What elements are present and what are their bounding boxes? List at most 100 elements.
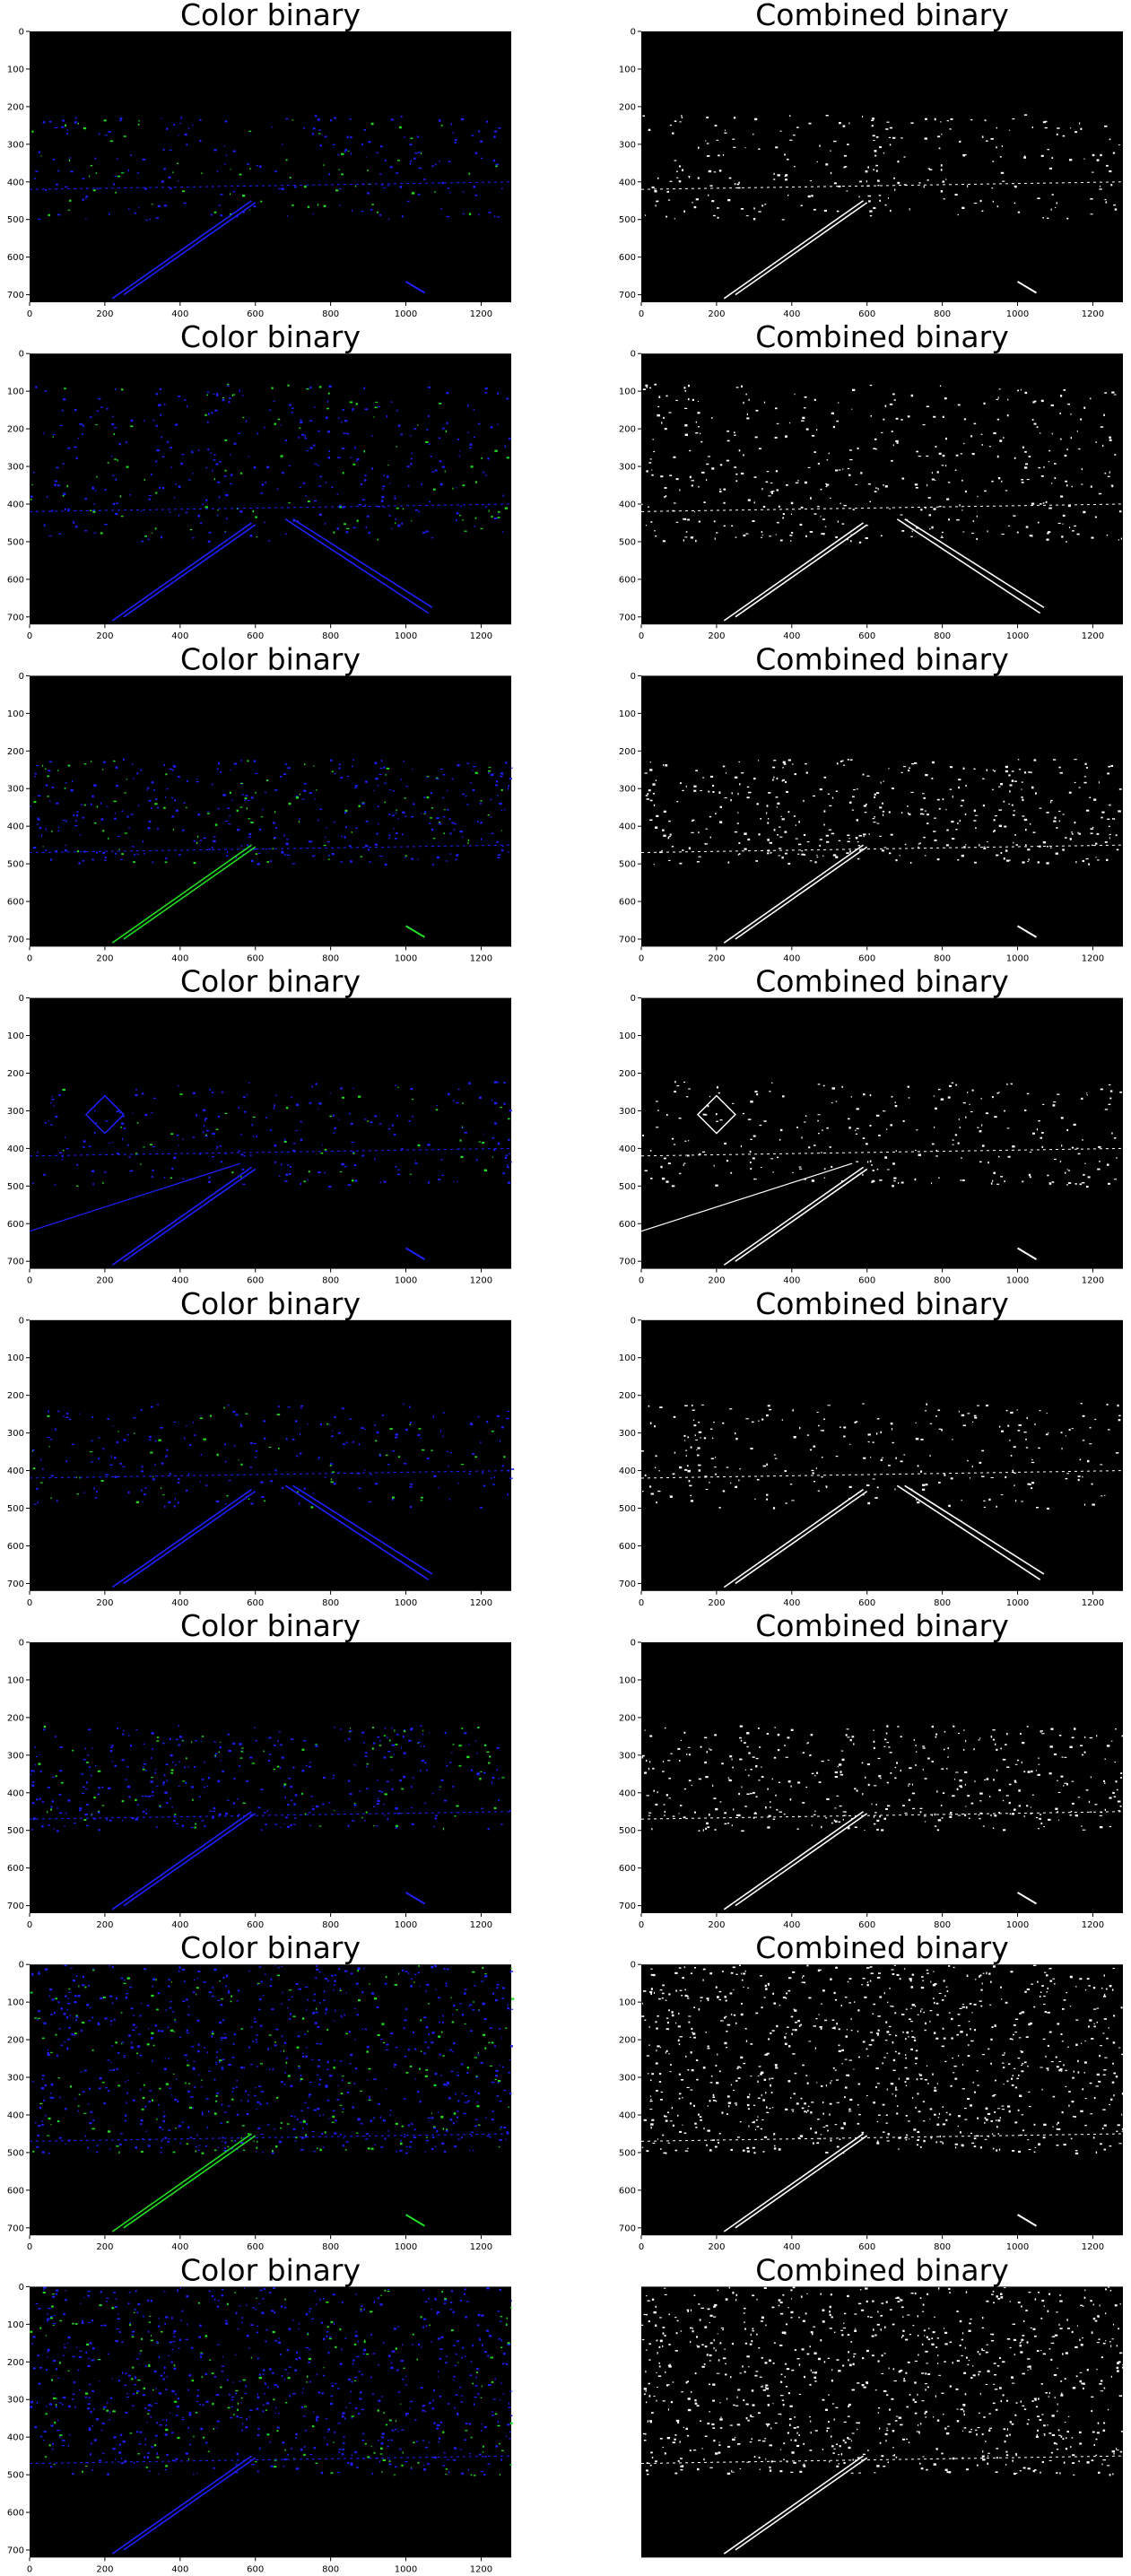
x-tick-label: 1200 xyxy=(1082,953,1104,963)
lane-line-left xyxy=(735,1813,868,1907)
y-tick-label: 700 xyxy=(7,936,24,945)
panel-title: Color binary xyxy=(180,1930,361,1965)
x-tick-label: 200 xyxy=(96,1276,113,1286)
y-tick-label: 100 xyxy=(619,709,636,719)
lane-line-left xyxy=(111,2133,252,2232)
lane-line-left xyxy=(723,200,864,300)
y-tick-label: 700 xyxy=(7,2546,24,2556)
panel-title: Color binary xyxy=(180,2252,361,2287)
lane-line-right xyxy=(284,1484,430,1580)
y-tick-label: 600 xyxy=(7,898,24,908)
x-tick-label: 600 xyxy=(858,1920,875,1930)
y-tick-label: 600 xyxy=(7,1864,24,1874)
x-tick-label: 1000 xyxy=(1006,1276,1029,1286)
x-tick-label: 1000 xyxy=(1006,309,1029,319)
y-tick-label: 400 xyxy=(619,822,636,832)
y-tick-label: 0 xyxy=(19,2283,24,2293)
y-tick-label: 100 xyxy=(619,65,636,74)
y-tick-label: 500 xyxy=(7,860,24,870)
y-tick-label: 100 xyxy=(619,1031,636,1041)
y-tick-label: 500 xyxy=(7,537,24,547)
y-tick-label: 500 xyxy=(7,1826,24,1836)
y-tick-label: 700 xyxy=(619,1580,636,1589)
x-tick-label: 200 xyxy=(708,1598,725,1608)
y-tick-label: 700 xyxy=(7,613,24,622)
lane-line-right xyxy=(1017,1247,1038,1260)
x-tick-label: 0 xyxy=(639,309,644,319)
panel-color-0: Color binary 0 200 400 600 800 1000 1200 0 100 200… xyxy=(7,0,512,319)
x-tick-label: 1000 xyxy=(1006,2242,1029,2252)
y-tick-label: 700 xyxy=(7,1580,24,1589)
x-tick-label: 1200 xyxy=(1082,631,1104,641)
panel-color-7: Color binary 0 200 400 600 800 1000 1200 0 100 200… xyxy=(7,2252,513,2574)
y-tick-label: 300 xyxy=(619,1751,636,1761)
x-tick-label: 800 xyxy=(934,1920,951,1930)
x-tick-label: 1200 xyxy=(1082,1920,1104,1930)
lane-line-left xyxy=(723,1166,864,1266)
y-tick-label: 700 xyxy=(7,291,24,300)
x-tick-label: 600 xyxy=(858,2242,875,2252)
y-tick-label: 400 xyxy=(619,1144,636,1154)
x-tick-label: 600 xyxy=(247,2564,264,2574)
y-tick-label: 300 xyxy=(7,2396,24,2406)
x-tick-label: 0 xyxy=(639,2242,644,2252)
panel-title: Color binary xyxy=(180,319,361,354)
y-tick-label: 200 xyxy=(619,747,636,757)
road-sign xyxy=(696,1094,736,1135)
panel-combined-0: Combined binary 0 200 400 600 800 1000 1200 0 100… xyxy=(619,0,1124,319)
binary-image xyxy=(30,997,511,1269)
x-tick-label: 1000 xyxy=(1006,953,1029,963)
y-tick-label: 400 xyxy=(619,2110,636,2120)
x-tick-label: 1200 xyxy=(470,953,492,963)
x-tick-label: 0 xyxy=(639,1276,644,1286)
binary-image xyxy=(30,675,511,947)
lane-line-left xyxy=(723,2133,864,2232)
y-tick-label: 700 xyxy=(7,1902,24,1911)
y-tick-label: 200 xyxy=(7,1391,24,1401)
lane-line-left xyxy=(123,1813,257,1907)
x-tick-label: 600 xyxy=(247,309,264,319)
x-tick-label: 800 xyxy=(322,631,339,641)
y-tick-label: 400 xyxy=(619,1788,636,1798)
lane-line-left xyxy=(735,2457,868,2551)
y-tick-label: 400 xyxy=(7,1466,24,1476)
y-tick-label: 700 xyxy=(619,613,636,622)
y-tick-label: 400 xyxy=(619,1466,636,1476)
panel-title: Combined binary xyxy=(755,964,1009,999)
panel-color-6: Color binary 0 200 400 600 800 1000 1200 0 100 200… xyxy=(7,1930,515,2252)
x-tick-label: 400 xyxy=(783,953,800,963)
x-tick-label: 600 xyxy=(858,1276,875,1286)
x-tick-label: 800 xyxy=(934,953,951,963)
x-tick-label: 0 xyxy=(27,2242,32,2252)
x-tick-label: 1000 xyxy=(1006,1920,1029,1930)
y-tick-label: 600 xyxy=(619,1864,636,1874)
y-tick-label: 200 xyxy=(7,2358,24,2368)
lane-line-right xyxy=(405,1892,426,1905)
lane-line-left xyxy=(123,524,257,618)
y-tick-label: 300 xyxy=(7,140,24,150)
y-tick-label: 500 xyxy=(619,537,636,547)
lane-line-left xyxy=(735,1490,868,1585)
x-tick-label: 200 xyxy=(96,2242,113,2252)
lane-line-right xyxy=(405,281,426,294)
lane-line-right xyxy=(1017,1892,1038,1905)
y-tick-label: 400 xyxy=(7,1788,24,1798)
y-tick-label: 0 xyxy=(19,28,24,38)
y-tick-label: 100 xyxy=(7,1998,24,2008)
lane-line-right xyxy=(284,518,430,614)
lane-line-right xyxy=(1017,2214,1038,2227)
y-tick-label: 400 xyxy=(7,178,24,187)
y-tick-label: 700 xyxy=(7,2224,24,2233)
x-tick-label: 1200 xyxy=(1082,2242,1104,2252)
y-tick-label: 300 xyxy=(619,2074,636,2084)
y-tick-label: 200 xyxy=(619,1713,636,1723)
lane-line-left xyxy=(723,2455,864,2554)
lane-line-right xyxy=(1017,281,1038,294)
y-tick-label: 700 xyxy=(619,291,636,300)
x-tick-label: 400 xyxy=(783,1276,800,1286)
y-tick-label: 600 xyxy=(7,2186,24,2196)
x-tick-label: 800 xyxy=(322,1276,339,1286)
y-tick-label: 200 xyxy=(619,425,636,435)
panel-title: Combined binary xyxy=(755,1608,1009,1643)
x-tick-label: 600 xyxy=(247,1276,264,1286)
